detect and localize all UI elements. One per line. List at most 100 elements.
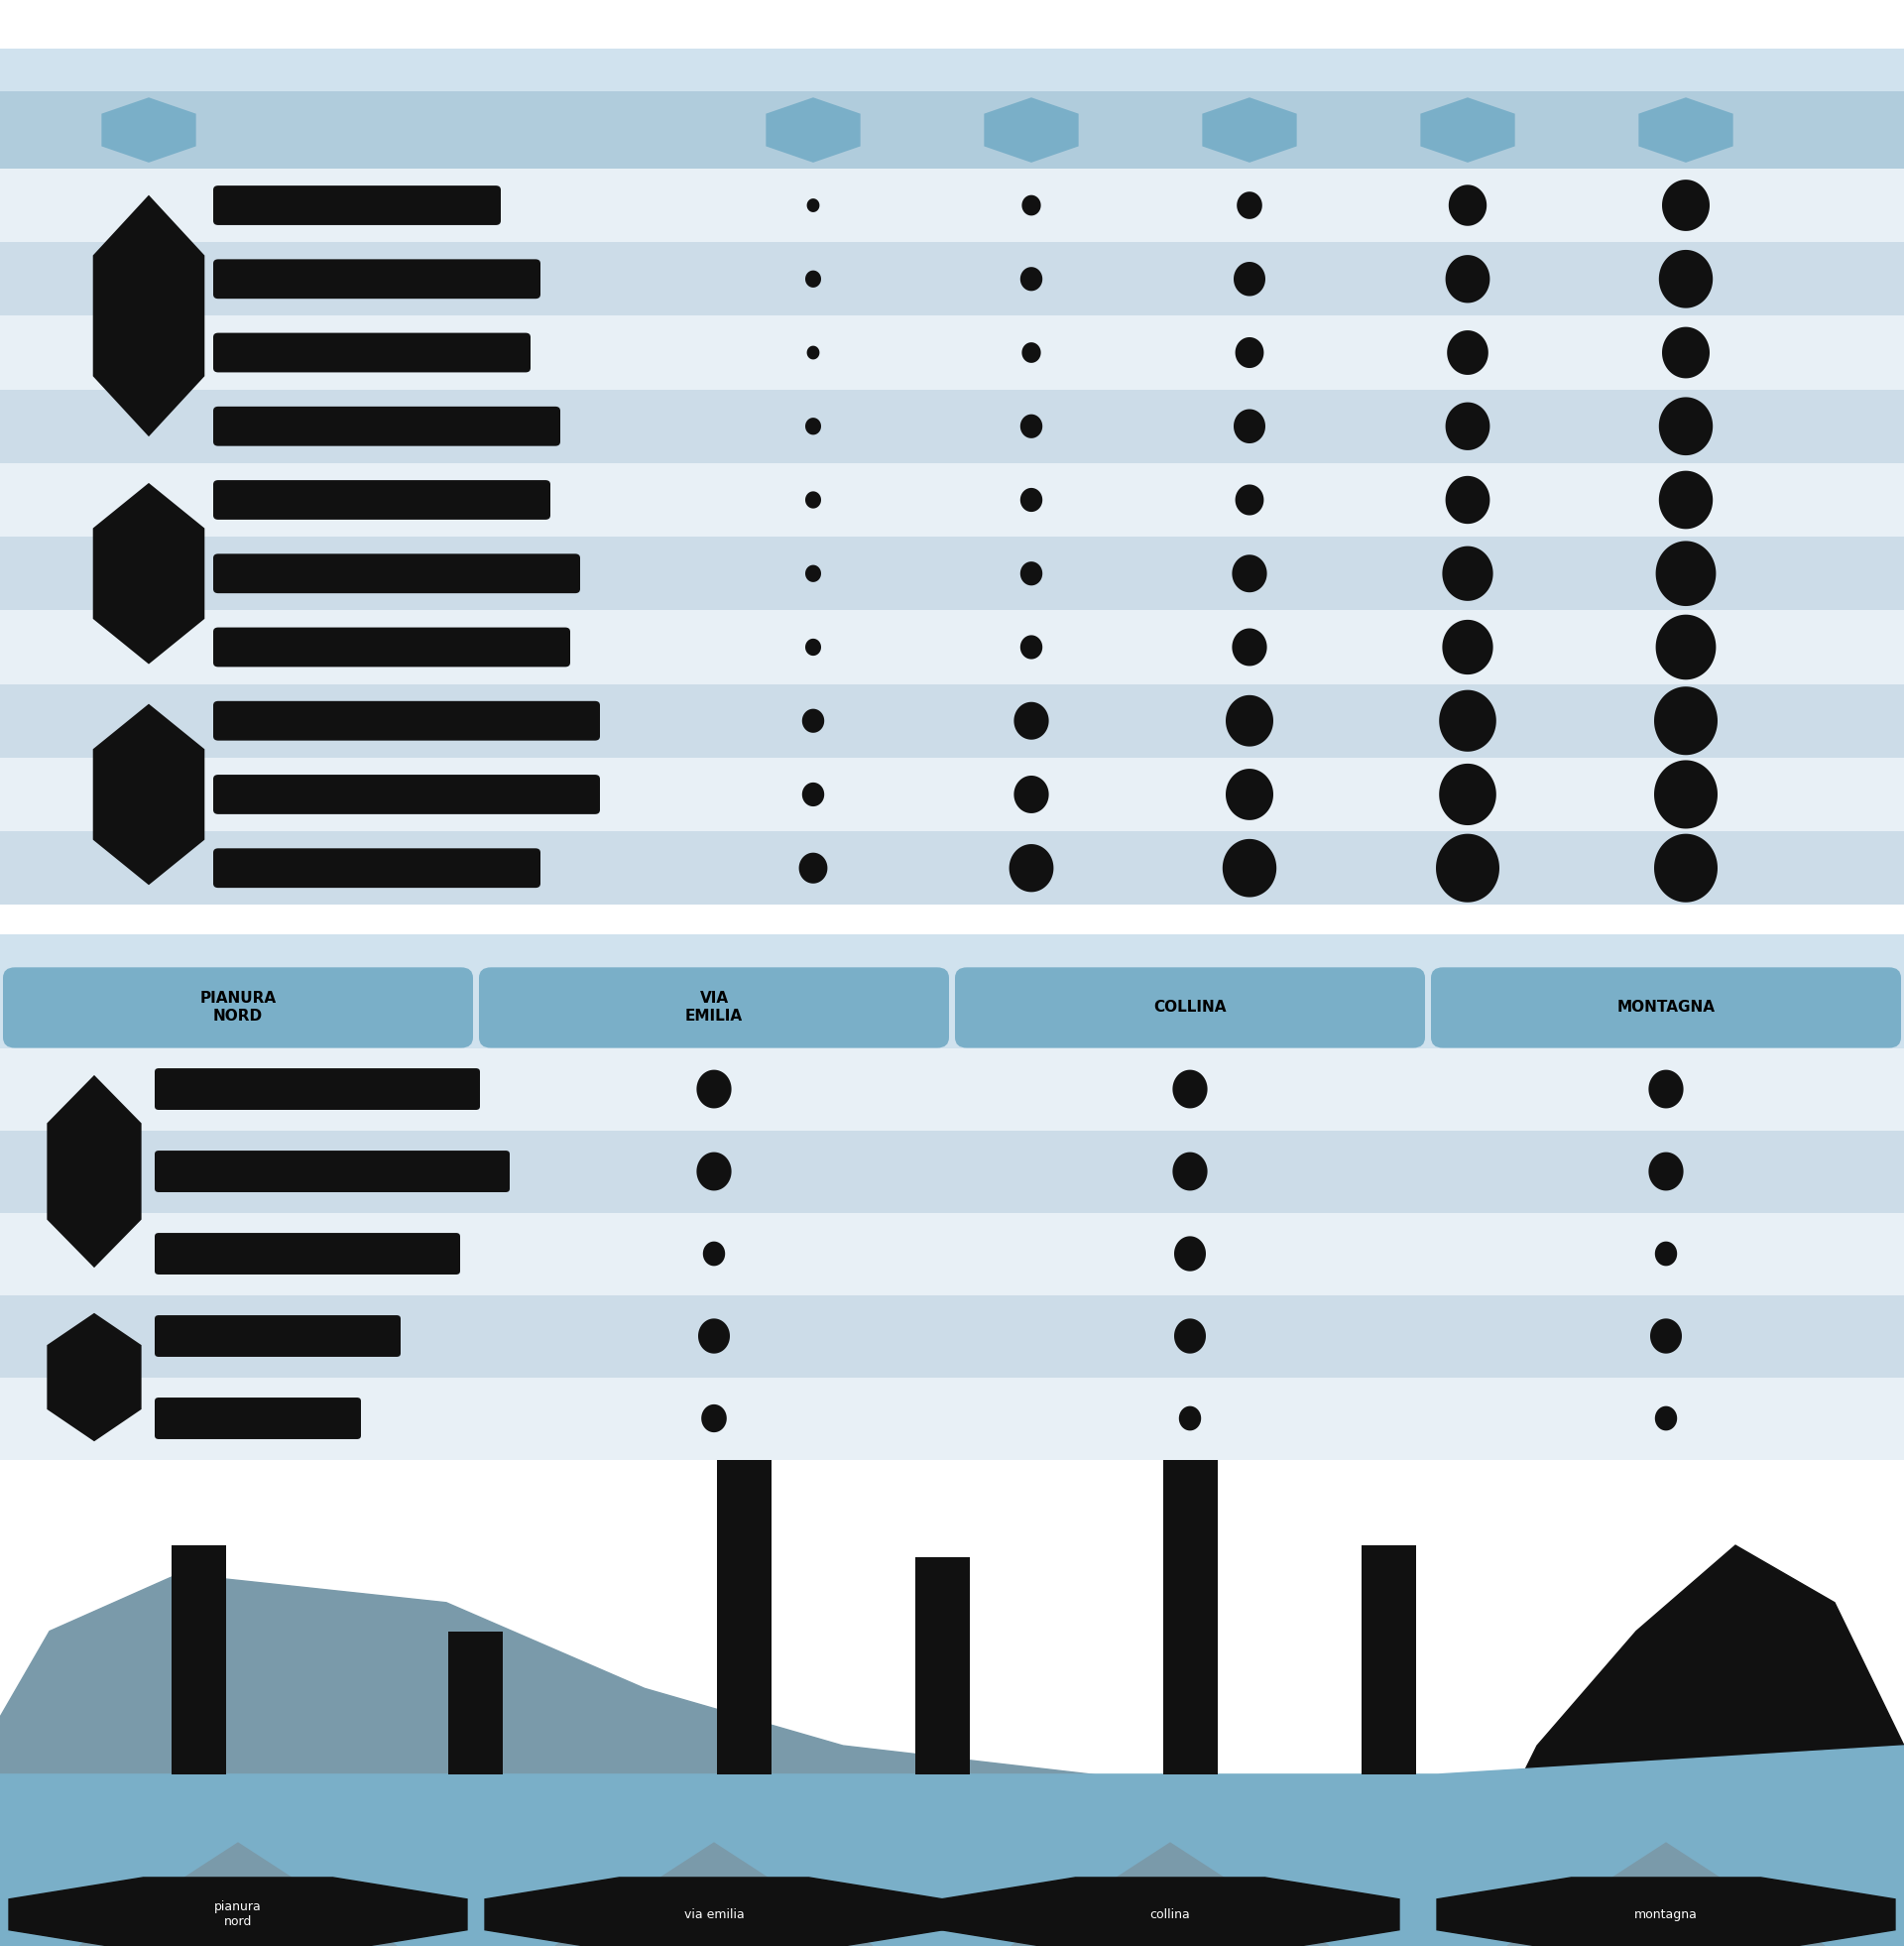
Polygon shape [765,97,861,163]
FancyBboxPatch shape [213,407,560,446]
Polygon shape [1022,342,1041,362]
FancyBboxPatch shape [213,775,600,813]
Polygon shape [1226,769,1274,819]
Polygon shape [1021,634,1041,660]
Polygon shape [1443,619,1493,675]
Polygon shape [1445,477,1491,523]
Polygon shape [1234,409,1266,444]
Polygon shape [805,490,821,508]
Polygon shape [1236,485,1264,516]
Text: via emilia: via emilia [684,1909,744,1921]
Polygon shape [1658,249,1714,307]
Polygon shape [1447,331,1489,376]
Polygon shape [1021,562,1041,586]
Polygon shape [802,782,824,806]
Bar [0,1294,1904,1378]
Polygon shape [93,195,204,436]
Polygon shape [1656,541,1716,605]
Polygon shape [697,1070,731,1109]
FancyBboxPatch shape [213,848,541,887]
Polygon shape [1658,397,1714,455]
Polygon shape [805,638,821,656]
Polygon shape [556,1843,872,1946]
FancyBboxPatch shape [213,259,541,300]
Polygon shape [1655,1407,1677,1430]
Text: PIANURA
NORD: PIANURA NORD [200,991,276,1024]
Bar [0,1131,1904,1212]
FancyBboxPatch shape [213,481,550,520]
FancyBboxPatch shape [154,1068,480,1109]
FancyBboxPatch shape [213,185,501,226]
Polygon shape [703,1242,725,1267]
Text: VIA
EMILIA: VIA EMILIA [685,991,743,1024]
Polygon shape [941,1878,1399,1946]
Polygon shape [1655,1242,1677,1267]
Polygon shape [1021,267,1041,292]
Polygon shape [1655,833,1717,903]
Bar [0,1378,1904,1460]
Polygon shape [0,1574,1438,1946]
Bar [0,1212,1904,1294]
Polygon shape [1175,1319,1205,1354]
Text: montagna: montagna [1634,1909,1698,1921]
Polygon shape [807,198,819,212]
Polygon shape [1234,263,1266,296]
Polygon shape [701,1405,727,1432]
Polygon shape [1449,185,1487,226]
Bar [716,1460,771,1775]
Polygon shape [1656,615,1716,679]
Bar [0,241,1904,315]
Bar [449,1631,503,1775]
Polygon shape [1021,414,1041,438]
FancyBboxPatch shape [154,1150,510,1193]
Bar [0,757,1904,831]
Polygon shape [1236,337,1264,368]
Polygon shape [802,708,824,734]
Polygon shape [1649,1070,1683,1109]
Polygon shape [1649,1152,1683,1191]
Text: pianura
nord: pianura nord [215,1901,261,1928]
FancyBboxPatch shape [154,1397,362,1440]
Polygon shape [984,97,1078,163]
Polygon shape [1011,1843,1329,1946]
Bar [0,463,1904,537]
Polygon shape [1022,195,1041,216]
Polygon shape [805,270,821,288]
FancyBboxPatch shape [154,1234,461,1275]
FancyBboxPatch shape [1432,967,1900,1047]
Text: COLLINA: COLLINA [1154,1000,1226,1014]
FancyBboxPatch shape [213,627,569,667]
Polygon shape [1009,845,1053,891]
Polygon shape [1173,1152,1207,1191]
Polygon shape [1651,1319,1681,1354]
Bar [0,537,1904,611]
Bar [0,1047,1904,1131]
Polygon shape [48,1314,141,1442]
Bar [1163,1460,1217,1775]
Bar [1361,1545,1415,1775]
Polygon shape [697,1152,731,1191]
Polygon shape [10,1878,466,1946]
Bar [0,315,1904,389]
Polygon shape [805,418,821,434]
Polygon shape [1662,327,1710,378]
Polygon shape [1420,97,1516,163]
Polygon shape [800,852,828,883]
Polygon shape [48,1074,141,1267]
FancyBboxPatch shape [956,967,1424,1047]
Polygon shape [93,704,204,885]
Polygon shape [1173,1070,1207,1109]
Bar [171,1545,225,1775]
Bar [914,1557,969,1775]
Polygon shape [1443,547,1493,601]
Polygon shape [1222,839,1276,897]
Polygon shape [486,1878,942,1946]
Polygon shape [1655,761,1717,829]
Polygon shape [1238,191,1262,220]
Polygon shape [1175,1236,1205,1271]
FancyBboxPatch shape [154,1315,400,1356]
Polygon shape [1232,629,1266,666]
Text: collina: collina [1150,1909,1190,1921]
Polygon shape [1179,1407,1201,1430]
Polygon shape [1201,97,1297,163]
